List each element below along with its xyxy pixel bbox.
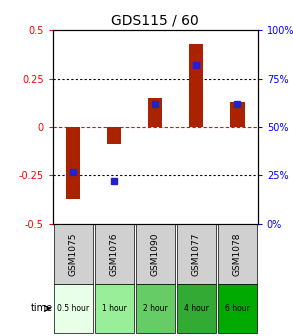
- Bar: [189, 44, 204, 127]
- Text: GSM1077: GSM1077: [192, 232, 201, 276]
- FancyBboxPatch shape: [54, 284, 93, 333]
- FancyBboxPatch shape: [218, 284, 257, 333]
- Text: 1 hour: 1 hour: [102, 304, 127, 313]
- Text: 0.5 hour: 0.5 hour: [57, 304, 89, 313]
- Bar: [107, 127, 121, 144]
- Text: time: time: [30, 303, 53, 313]
- FancyBboxPatch shape: [95, 284, 134, 333]
- FancyBboxPatch shape: [136, 224, 175, 284]
- Text: GSM1078: GSM1078: [233, 232, 242, 276]
- FancyBboxPatch shape: [136, 284, 175, 333]
- FancyBboxPatch shape: [177, 284, 216, 333]
- Title: GDS115 / 60: GDS115 / 60: [111, 14, 199, 28]
- Text: 6 hour: 6 hour: [225, 304, 250, 313]
- Text: GSM1090: GSM1090: [151, 232, 160, 276]
- FancyBboxPatch shape: [95, 224, 134, 284]
- FancyBboxPatch shape: [177, 224, 216, 284]
- Text: 2 hour: 2 hour: [143, 304, 168, 313]
- FancyBboxPatch shape: [218, 224, 257, 284]
- FancyBboxPatch shape: [54, 224, 93, 284]
- Bar: [66, 127, 80, 199]
- Text: GSM1075: GSM1075: [69, 232, 78, 276]
- Bar: [230, 102, 244, 127]
- Bar: [148, 98, 162, 127]
- Text: 4 hour: 4 hour: [184, 304, 209, 313]
- Text: GSM1076: GSM1076: [110, 232, 119, 276]
